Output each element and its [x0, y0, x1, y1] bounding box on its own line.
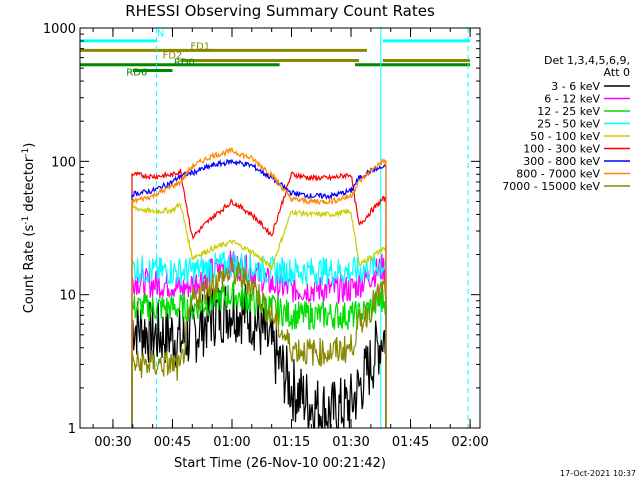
series-line-7000-15000-kev: [131, 257, 387, 429]
y-axis: 1 10 100 1000: [43, 22, 480, 437]
y-tick-label: 1: [68, 422, 76, 437]
plot-frame: [79, 27, 481, 429]
series-line-300-800-kev: [131, 158, 387, 429]
y-axis-label-end: ): [22, 143, 37, 148]
legend-label-3-6-kev: 3 - 6 keV: [551, 80, 600, 93]
x-tick-label: 00:30: [94, 435, 131, 450]
legend-label-12-25-kev: 12 - 25 keV: [537, 105, 600, 118]
legend-label-7000-15000-kev: 7000 - 15000 keV: [502, 180, 600, 193]
series-line-800-7000-kev: [131, 147, 387, 429]
series-line-6-12-kev: [131, 250, 387, 429]
y-axis-label-sup2: -1: [21, 148, 31, 157]
x-tick-label: 00:45: [154, 435, 191, 450]
y-axis-label-main: Count Rate (s: [22, 225, 37, 314]
x-tick-label: 02:00: [451, 435, 488, 450]
y-tick-label: 100: [51, 155, 76, 170]
series-line-12-25-kev: [131, 279, 387, 429]
x-tick-label: 01:30: [332, 435, 369, 450]
series-line-50-100-kev: [131, 201, 387, 429]
legend-header-line: Att 0: [604, 66, 630, 79]
series-line-25-50-kev: [131, 251, 387, 429]
y-axis-label-mid: detector: [22, 156, 37, 216]
flag-label-fd1: FD1: [190, 41, 210, 52]
flag-label-fd2: FD2: [163, 51, 183, 62]
legend-label-800-7000-kev: 800 - 7000 keV: [516, 168, 600, 181]
x-axis: 00:30 00:45 01:00 01:15 01:30 01:45 02:00: [92, 28, 489, 450]
legend-label-50-100-kev: 50 - 100 keV: [530, 130, 600, 143]
legend-header-line: Det 1,3,4,5,6,9,: [544, 54, 630, 67]
x-tick-label: 01:00: [213, 435, 250, 450]
timestamp: 17-Oct-2021 10:37: [560, 469, 636, 478]
chart-title: RHESSI Observing Summary Count Rates: [125, 2, 435, 20]
flag-label-n: N: [157, 29, 164, 40]
legend-label-6-12-kev: 6 - 12 keV: [544, 93, 600, 106]
x-axis-label: Start Time (26-Nov-10 00:21:42): [174, 456, 386, 471]
y-axis-label: Count Rate (s-1 detector-1): [21, 143, 37, 314]
x-tick-label: 01:15: [273, 435, 310, 450]
series-lines: [131, 147, 387, 429]
y-tick-label: 10: [59, 289, 76, 304]
legend-label-25-50-kev: 25 - 50 keV: [537, 118, 600, 131]
legend-label-300-800-kev: 300 - 800 keV: [523, 155, 600, 168]
series-line-100-300-kev: [131, 168, 387, 429]
x-tick-label: 01:45: [392, 435, 429, 450]
y-tick-label: 1000: [43, 22, 76, 37]
flag-label-rd0: RD0: [174, 57, 195, 68]
y-axis-label-sup1: -1: [21, 216, 31, 225]
flag-label-rd6: RD6: [126, 68, 147, 79]
legend-label-100-300-kev: 100 - 300 keV: [523, 143, 600, 156]
